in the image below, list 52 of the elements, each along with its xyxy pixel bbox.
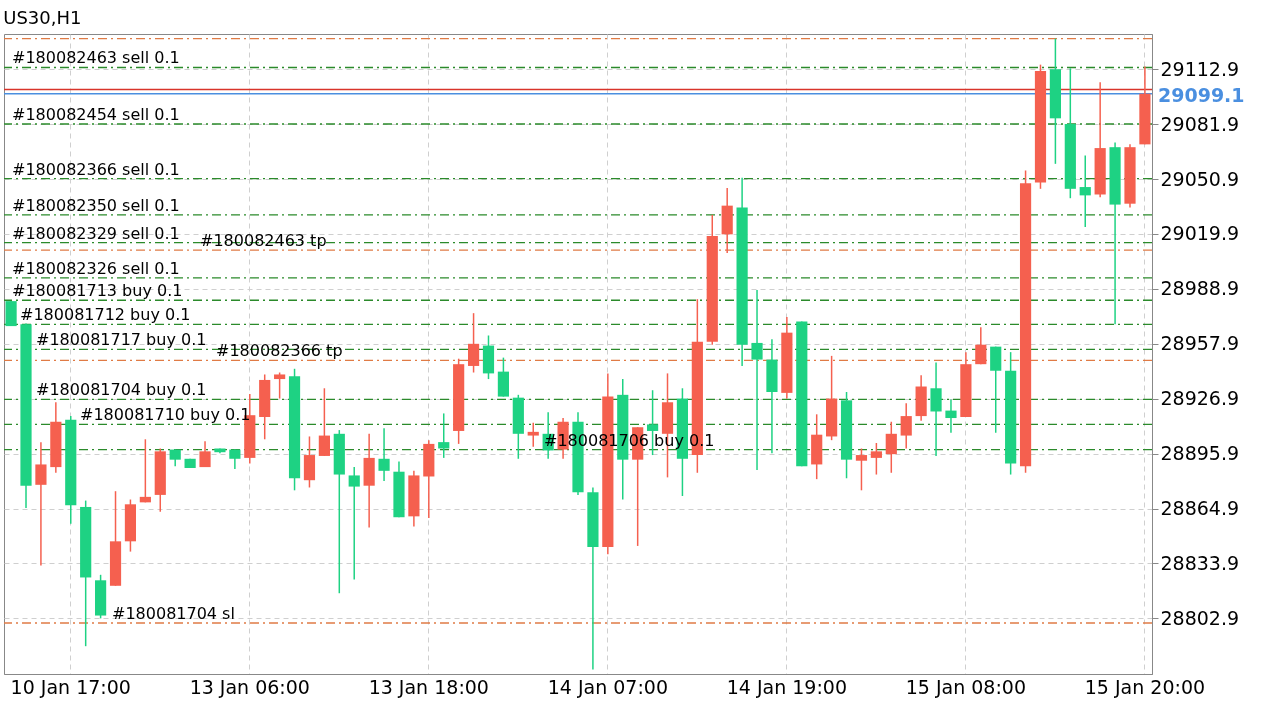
candlestick (1079, 154, 1091, 228)
candlestick (930, 361, 942, 457)
ref-line-label: #180081712 buy 0.1 (20, 305, 191, 325)
candlestick (975, 326, 987, 365)
x-tick-label: 13 Jan 18:00 (368, 675, 489, 698)
ref-line-label: #180081704 buy 0.1 (36, 380, 207, 400)
candlestick (870, 442, 882, 476)
y-tick-label: 29050.9 (1160, 167, 1240, 190)
x-tick-label: 14 Jan 19:00 (726, 675, 848, 698)
candlestick (855, 447, 868, 492)
candlestick (900, 402, 912, 450)
candlestick (438, 412, 450, 459)
candlestick (945, 398, 957, 434)
x-tick-label: 10 Jan 17:00 (10, 675, 131, 698)
candlestick (274, 371, 286, 400)
candlestick (139, 438, 151, 504)
ref-line-label: #180081713 buy 0.1 (12, 281, 183, 301)
y-tick-label: 28926.9 (1160, 387, 1240, 410)
candlestick (348, 466, 360, 581)
ref-line-label: #180081704 sl (112, 603, 235, 623)
candlestick (885, 421, 897, 474)
candlestick (378, 427, 390, 482)
ref-line-label: #180081717 buy 0.1 (36, 330, 207, 350)
y-tick-label: 29112.9 (1160, 57, 1240, 80)
candlestick (318, 387, 330, 457)
candlestick (199, 440, 211, 468)
ref-line-label: #180081710 buy 0.1 (80, 405, 251, 425)
y-tick-label: 28802.9 (1160, 606, 1240, 629)
x-tick-label: 13 Jan 06:00 (189, 675, 310, 698)
ref-line-label: #180082463 sell 0.1 (12, 48, 180, 68)
candlestick (527, 421, 539, 448)
candlestick (467, 312, 480, 374)
y-tick-label: 28833.9 (1160, 551, 1240, 574)
x-tick-label: 15 Jan 08:00 (905, 675, 1027, 698)
candlestick (35, 441, 47, 567)
ref-line-label: #180082463 tp (200, 231, 327, 251)
x-tick-label: 15 Jan 20:00 (1084, 675, 1206, 698)
chart-title: US30,H1 (3, 7, 82, 28)
ref-line-label: #180082350 sell 0.1 (12, 195, 180, 215)
ref-line-label: #180082326 sell 0.1 (12, 258, 180, 278)
ref-line-label: #180082366 sell 0.1 (12, 159, 180, 179)
ref-line-label: #180082454 sell 0.1 (12, 104, 180, 124)
y-tick-label: 28895.9 (1160, 442, 1240, 465)
y-tick-label: 29081.9 (1160, 112, 1240, 135)
y-tick-label: 29019.9 (1160, 222, 1240, 245)
y-tick-label: 28988.9 (1160, 277, 1240, 300)
x-tick-label: 14 Jan 07:00 (547, 675, 668, 698)
ref-line-label: 29099.1 (1158, 83, 1245, 106)
candlestick (751, 289, 763, 471)
ref-line-label: #180082329 sell 0.1 (12, 223, 180, 243)
y-tick-label: 28864.9 (1160, 497, 1240, 520)
y-tick-label: 28957.9 (1160, 332, 1240, 355)
